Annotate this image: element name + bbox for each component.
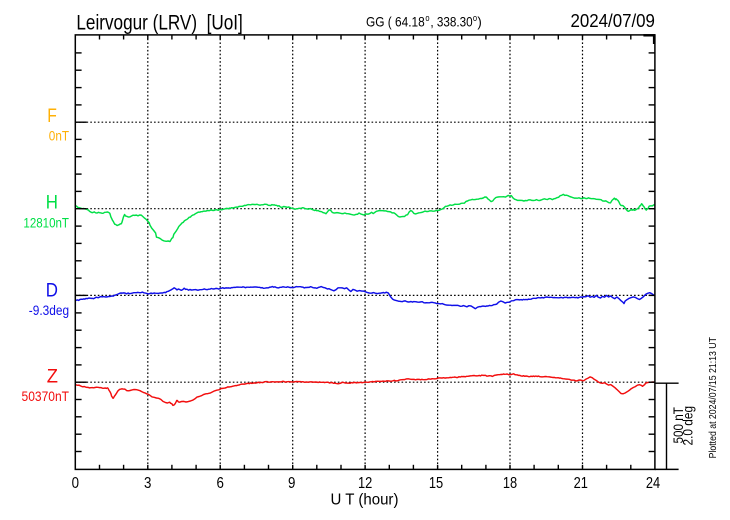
svg-text:12: 12 [358,475,372,492]
svg-text:GG ( 64.18: GG ( 64.18 [366,14,425,30]
svg-text:0: 0 [72,475,80,492]
svg-text:50370nT: 50370nT [22,388,70,404]
svg-text:21: 21 [574,475,588,492]
svg-text:2.0 deg: 2.0 deg [679,406,695,446]
svg-text:9: 9 [288,475,295,492]
svg-text:0nT: 0nT [49,127,70,143]
svg-text:3: 3 [144,475,151,492]
svg-text:15: 15 [429,475,443,492]
svg-text:D: D [46,279,58,301]
svg-text:): ) [477,14,481,30]
svg-text:2024/07/09: 2024/07/09 [571,10,655,31]
svg-text:, 338.30: , 338.30 [430,14,472,30]
svg-text:500 nT: 500 nT [670,407,686,444]
svg-text:24: 24 [646,475,661,492]
svg-text:F: F [47,105,57,127]
svg-text:-9.3deg: -9.3deg [29,302,69,318]
svg-text:Plotted at 2024/07/15 21:13 UT: Plotted at 2024/07/15 21:13 UT [707,337,719,459]
svg-text:H: H [46,192,58,214]
svg-text:U T (hour): U T (hour) [331,491,399,508]
svg-text:12810nT: 12810nT [23,214,69,230]
svg-text:o: o [425,13,429,24]
svg-text:Z: Z [47,366,58,388]
svg-text:Leirvogur (LRV) [UoI]: Leirvogur (LRV) [UoI] [76,11,242,34]
svg-text:o: o [473,13,477,24]
svg-text:6: 6 [217,475,224,492]
svg-text:18: 18 [503,475,517,492]
